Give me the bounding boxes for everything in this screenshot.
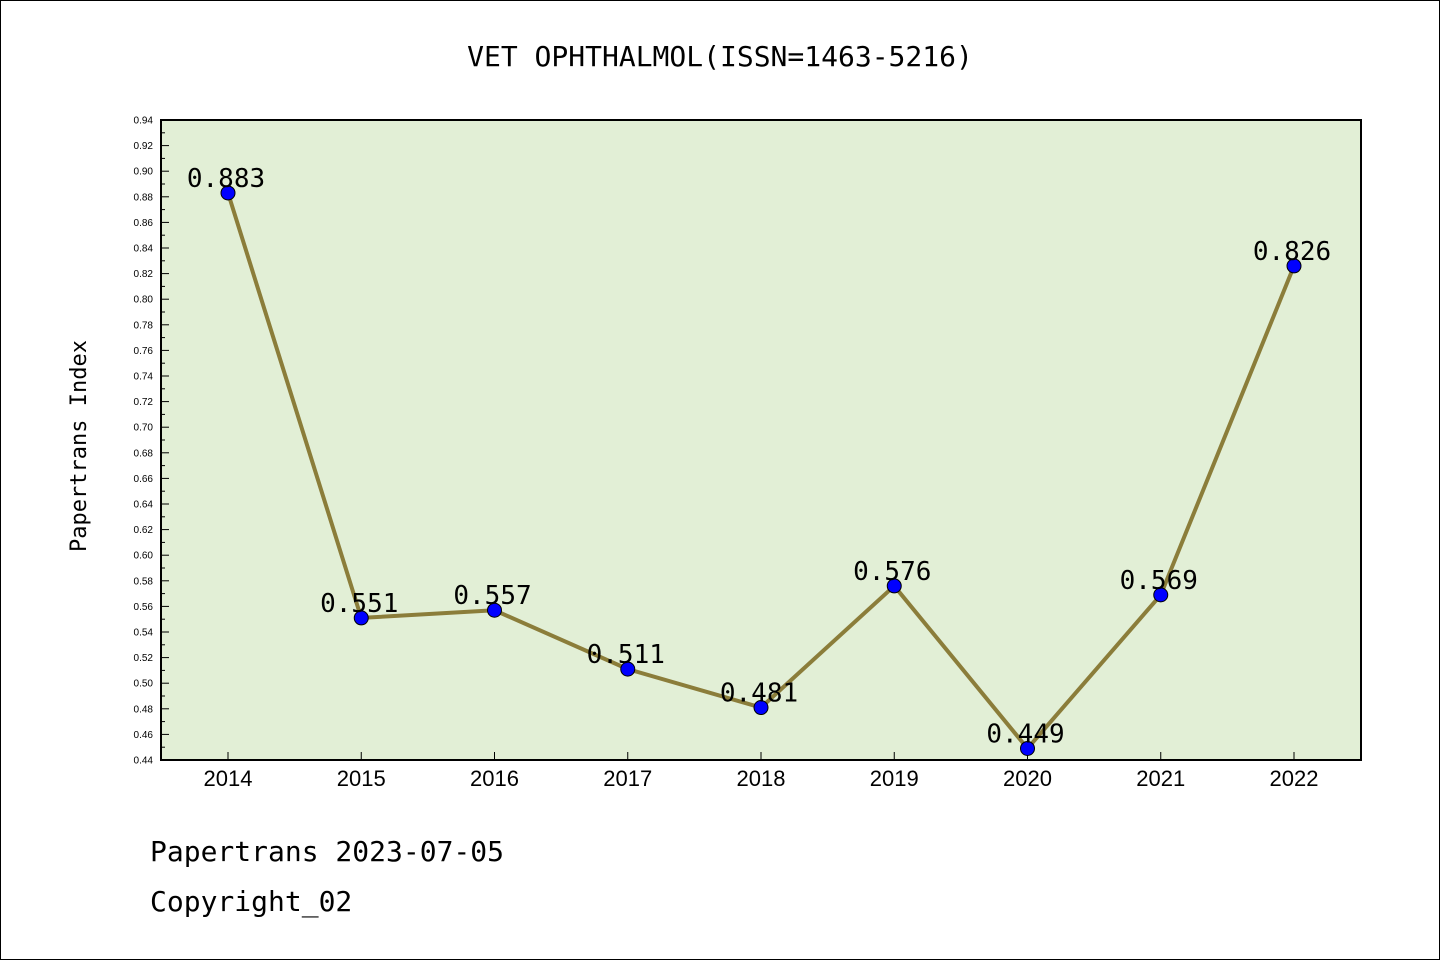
x-tick-label: 2018 xyxy=(737,766,786,791)
y-tick-label: 0.52 xyxy=(134,653,154,664)
data-label: 0.481 xyxy=(720,679,798,709)
series-line-segment xyxy=(359,608,497,620)
footer-date: Papertrans 2023-07-05 xyxy=(150,835,505,868)
x-tick-label: 2020 xyxy=(1003,766,1052,791)
data-label: 0.569 xyxy=(1120,566,1198,596)
data-label: 0.511 xyxy=(587,640,665,670)
x-tick-label: 2021 xyxy=(1136,766,1185,791)
y-tick-label: 0.80 xyxy=(134,295,154,306)
y-tick-label: 0.94 xyxy=(134,116,154,127)
y-tick-label: 0.70 xyxy=(134,423,154,434)
data-point xyxy=(620,661,636,677)
data-label: 0.557 xyxy=(453,581,531,611)
y-tick-label: 0.60 xyxy=(134,551,154,562)
series-line-segment xyxy=(759,583,897,710)
y-tick-label: 0.56 xyxy=(134,602,154,613)
series-line-segment xyxy=(226,190,364,620)
data-label: 0.883 xyxy=(187,164,265,194)
series-points xyxy=(220,185,1302,756)
data-point xyxy=(753,700,769,716)
series-line-segment xyxy=(625,667,763,710)
series-line-segment xyxy=(492,608,630,672)
y-tick-label: 0.82 xyxy=(134,269,154,280)
x-tick-label: 2015 xyxy=(337,766,386,791)
data-point xyxy=(1153,587,1169,603)
y-tick-label: 0.74 xyxy=(134,372,154,383)
y-tick-label: 0.54 xyxy=(134,628,154,639)
x-tick-label: 2014 xyxy=(204,766,253,791)
y-tick-label: 0.76 xyxy=(134,346,154,357)
series-lines xyxy=(226,190,1296,751)
data-point xyxy=(220,185,236,201)
series-line-segment xyxy=(1158,263,1296,597)
y-tick-label: 0.58 xyxy=(134,576,154,587)
x-tick-label: 2017 xyxy=(603,766,652,791)
data-labels: 0.883 0.551 0.557 0.511 0.481 0.576 0.449 0.569… xyxy=(187,164,1331,750)
x-tick-label: 2019 xyxy=(870,766,919,791)
data-point xyxy=(886,578,902,594)
data-label: 0.551 xyxy=(320,589,398,619)
series-line-segment xyxy=(1025,592,1163,751)
x-axis-ticks: 2014 2015 2016 2017 2018 2019 2020 2021 2022 xyxy=(204,752,1319,791)
data-point xyxy=(353,610,369,626)
y-tick-label: 0.64 xyxy=(134,500,154,511)
x-tick-label: 2022 xyxy=(1270,766,1319,791)
data-point xyxy=(487,602,502,618)
y-tick-label: 0.84 xyxy=(134,244,154,255)
x-tick-label: 2016 xyxy=(470,766,519,791)
y-axis-label: Papertrans Index xyxy=(67,340,92,552)
y-tick-label: 0.66 xyxy=(134,474,154,485)
y-tick-label: 0.48 xyxy=(134,704,154,715)
data-label: 0.826 xyxy=(1253,237,1331,267)
y-tick-label: 0.62 xyxy=(134,525,154,536)
y-axis-ticks: 0.44 0.46 0.48 0.50 0.52 0.54 0.56 0.58 0.60 0.62… xyxy=(134,116,169,767)
y-tick-label: 0.68 xyxy=(134,448,154,459)
y-tick-label: 0.78 xyxy=(134,320,154,331)
data-point xyxy=(1286,258,1302,274)
y-tick-label: 0.46 xyxy=(134,730,154,741)
chart-title: VET OPHTHALMOL(ISSN=1463-5216) xyxy=(467,40,973,73)
series-line-segment xyxy=(892,583,1030,751)
y-tick-label: 0.44 xyxy=(134,756,154,767)
y-tick-label: 0.50 xyxy=(134,679,154,690)
y-tick-label: 0.86 xyxy=(134,218,154,229)
y-tick-label: 0.72 xyxy=(134,397,154,408)
y-tick-label: 0.88 xyxy=(134,192,154,203)
data-label: 0.449 xyxy=(986,719,1064,749)
y-tick-label: 0.92 xyxy=(134,141,154,152)
data-label: 0.576 xyxy=(853,557,931,587)
plot-area xyxy=(160,119,1362,761)
data-point xyxy=(1020,740,1035,756)
y-tick-label: 0.90 xyxy=(134,167,154,178)
footer-copyright: Copyright_02 xyxy=(150,885,353,918)
